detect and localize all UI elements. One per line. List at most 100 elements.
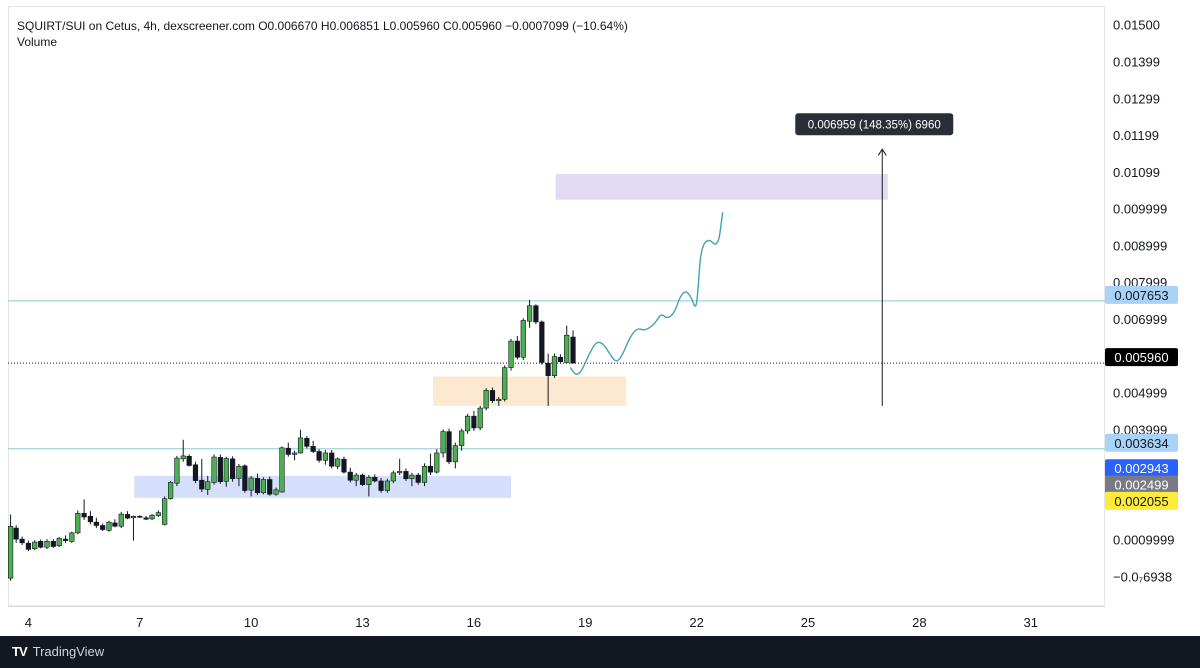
candle (421, 463, 428, 487)
candle (44, 539, 50, 550)
price-tick-label: 0.01099 (1113, 165, 1160, 180)
price-tick-label: −0.0₇6938 (1113, 570, 1172, 585)
price-label-bg (1105, 491, 1178, 510)
candle-body-down (514, 340, 520, 358)
candle-body-up (434, 452, 440, 473)
candle-body-down (217, 457, 223, 482)
time-tick-label: 10 (244, 615, 258, 630)
price-label-badge: 0.002499 (1105, 475, 1178, 494)
volume-indicator-label[interactable]: Volume (17, 35, 58, 49)
measure-arrowhead (877, 148, 887, 156)
candle (242, 464, 248, 493)
chart-header-ohlc: SQUIRT/SUI on Cetus, 4h, dexscreener.com… (17, 19, 628, 33)
candle (168, 480, 174, 500)
price-tick-label: 0.01199 (1113, 128, 1159, 143)
tradingview-brand[interactable]: TV TradingView (12, 644, 104, 659)
candle (483, 388, 489, 411)
candle (551, 353, 558, 378)
candle (533, 304, 539, 325)
candle (508, 338, 514, 371)
candle (341, 456, 347, 474)
candle-body-up (297, 437, 304, 454)
candle (211, 454, 217, 485)
zone-blue (134, 475, 512, 498)
candle (87, 511, 94, 525)
candle-body-down (87, 515, 94, 523)
time-axis[interactable]: 4 7 10 13 16 19 22 25 28 31 (8, 606, 1105, 636)
candle (217, 454, 223, 484)
candle (8, 514, 14, 581)
candle (378, 478, 384, 493)
candle-body-up (69, 532, 75, 542)
measure-label-bg (795, 113, 954, 136)
candle-body-down (13, 527, 19, 540)
price-label-text: 0.003634 (1114, 436, 1168, 451)
price-tick-label: 0.01299 (1113, 91, 1160, 106)
candle-body-up (8, 525, 14, 579)
candle (353, 472, 359, 487)
candle-body-down (93, 521, 99, 526)
candle-body-up (335, 458, 341, 467)
measure-label-text: 0.006959 (148.35%) 6960 (808, 119, 941, 131)
candle (118, 511, 124, 529)
candle (260, 477, 267, 495)
candle-body-up (279, 447, 285, 493)
candle-body-up (118, 513, 124, 527)
candle-body-down (310, 446, 316, 452)
candle-body-down (545, 362, 551, 376)
candle (452, 442, 458, 469)
candle-body-up (168, 482, 174, 499)
zone-orange (433, 376, 627, 406)
candle (570, 330, 576, 364)
footer-bar: TV TradingView (0, 636, 1200, 668)
candle-body-down (329, 452, 335, 467)
price-tick-label: 0.01500 (1113, 17, 1160, 32)
candle-body-down (62, 538, 69, 541)
price-axis[interactable]: 0.01500 0.01399 0.01299 0.01199 0.01099 0.009… (1105, 0, 1200, 606)
zone-target (555, 173, 888, 200)
candle (180, 439, 186, 462)
candle (50, 539, 56, 548)
candle-body-down (372, 476, 378, 482)
candle (192, 461, 199, 484)
candle-body-up (75, 513, 81, 534)
candle (403, 468, 409, 481)
time-tick-label: 22 (689, 615, 703, 630)
candle-body-up (174, 457, 180, 484)
candle-body-down (316, 451, 322, 461)
candle (514, 335, 520, 360)
candle (520, 318, 526, 361)
chart-pane[interactable]: 0.006959 (148.35%) 6960 SQUIRT/SUI on Ce… (8, 6, 1105, 606)
candle-body-down (25, 542, 32, 550)
candle (502, 365, 508, 402)
price-label-badge: 0.005960 (1105, 348, 1178, 367)
candle (359, 473, 366, 487)
candle-body-down (112, 522, 118, 527)
candle-body-down (285, 447, 291, 455)
candle (267, 476, 273, 496)
candle (297, 429, 304, 454)
candle-body-down (570, 336, 576, 364)
candle-body-up (236, 465, 242, 479)
candle-body-down (124, 514, 131, 519)
price-chart[interactable]: 0.006959 (148.35%) 6960 (8, 6, 1105, 606)
candle (273, 487, 279, 496)
price-label-bg (1105, 285, 1178, 304)
price-label-bg (1105, 459, 1178, 478)
price-tick-label: 0.006999 (1113, 312, 1167, 327)
candle-body-up (260, 479, 267, 494)
time-tick-label: 31 (1024, 615, 1038, 630)
candle-body-down (446, 431, 452, 463)
candle-body-down (378, 480, 384, 491)
candle (459, 428, 465, 451)
candle (304, 436, 310, 449)
candle (415, 472, 421, 485)
candle-body-down (304, 437, 310, 447)
candle (489, 387, 496, 403)
candle (93, 517, 99, 529)
candle (291, 450, 298, 461)
price-label-text: 0.002499 (1114, 478, 1168, 493)
candle-body-up (477, 407, 483, 429)
candle (186, 454, 192, 467)
price-label-badge: 0.002055 (1105, 491, 1178, 510)
